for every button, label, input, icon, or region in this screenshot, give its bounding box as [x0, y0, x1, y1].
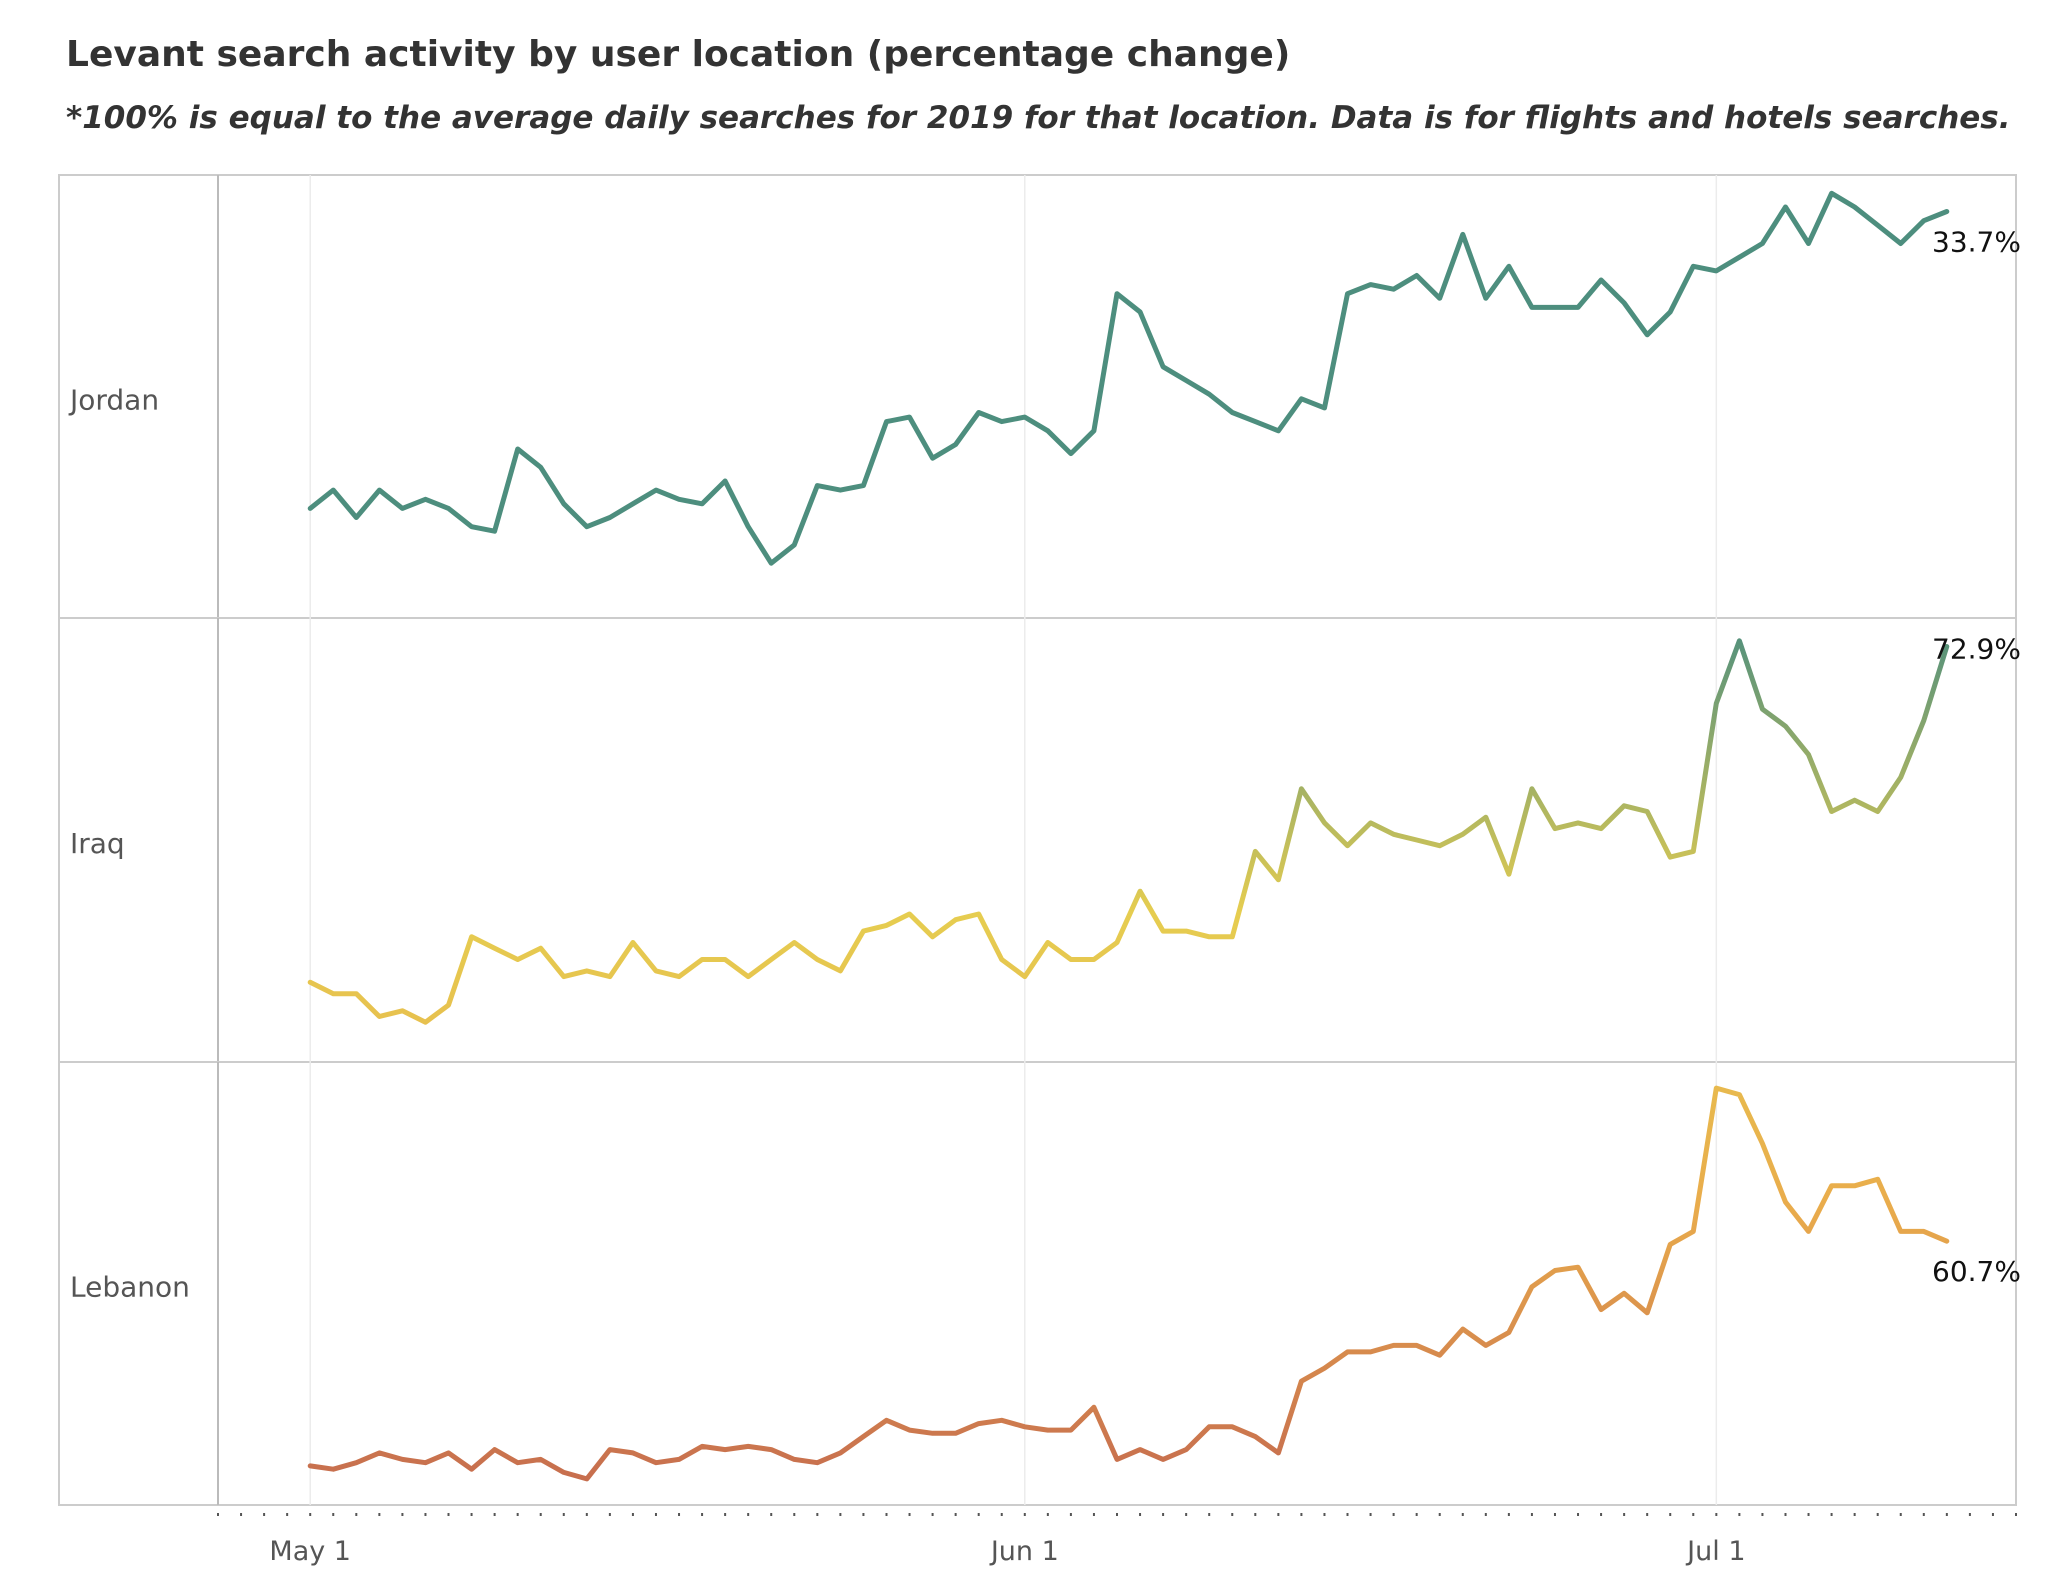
series-lines — [307, 190, 1950, 1482]
panel-frames — [58, 174, 2017, 1506]
panel-label-lebanon: Lebanon — [70, 1271, 190, 1304]
labels: Jordan 33.7% Iraq 72.9% Lebanon 60.7% — [68, 226, 2021, 1304]
series-line-iraq — [307, 638, 1950, 1025]
x-axis: May 1 Jun 1 Jul 1 — [217, 1513, 2017, 1567]
x-tick-label: Jun 1 — [989, 1536, 1059, 1567]
end-value-label-iraq: 72.9% — [1932, 632, 2021, 665]
x-tick-label: Jul 1 — [1685, 1536, 1745, 1567]
panel-label-iraq: Iraq — [70, 827, 125, 860]
panel-label-jordan: Jordan — [68, 384, 159, 417]
x-tick-label: May 1 — [269, 1536, 351, 1567]
vertical-gridlines — [309, 175, 1718, 1505]
series-line-jordan — [307, 190, 1950, 566]
end-value-label-lebanon: 60.7% — [1932, 1255, 2021, 1288]
end-value-label-jordan: 33.7% — [1932, 226, 2021, 259]
series-line-lebanon — [307, 1085, 1950, 1482]
chart-subtitle: *100% is equal to the average daily sear… — [66, 100, 2011, 136]
chart-frame — [58, 174, 2017, 1506]
chart-title: Levant search activity by user location … — [66, 34, 1291, 75]
